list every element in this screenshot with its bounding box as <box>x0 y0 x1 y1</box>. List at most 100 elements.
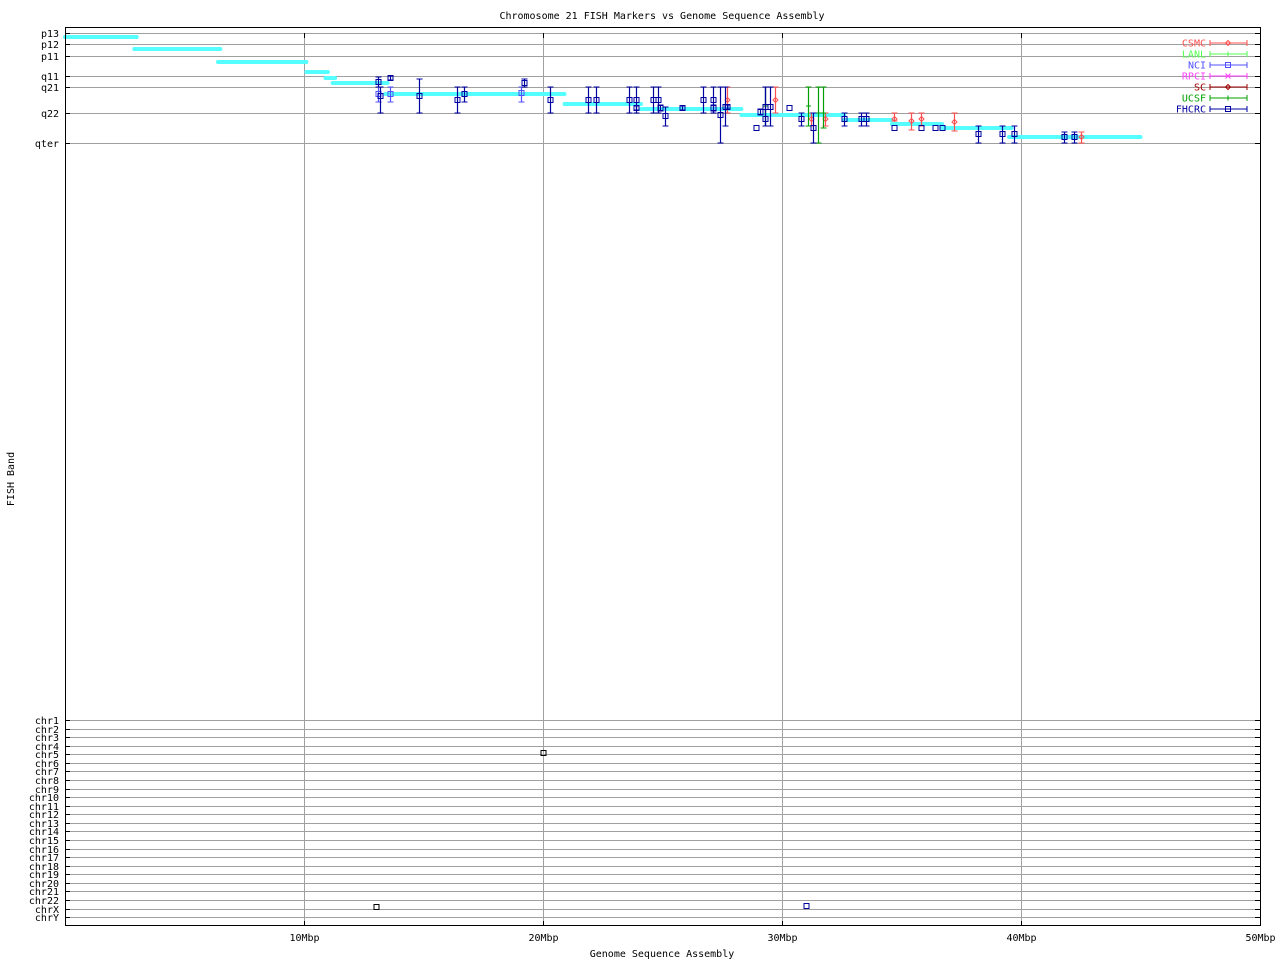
x-tick-label: 20Mbp <box>528 933 558 944</box>
square-marker <box>657 105 664 111</box>
plus-marker <box>1225 51 1231 57</box>
square-marker <box>461 91 468 97</box>
square-marker <box>655 97 662 103</box>
y-tick-label: chr20 <box>29 879 59 890</box>
y-tick-label: chr16 <box>29 845 59 856</box>
square-marker <box>710 105 717 111</box>
series-fhcrc <box>375 75 1078 909</box>
square-marker <box>375 79 382 85</box>
y-tick-label: chr11 <box>29 802 59 813</box>
y-tick-label: chr22 <box>29 896 59 907</box>
square-marker <box>999 131 1006 137</box>
y-tick-label: chr5 <box>35 750 59 761</box>
square-marker <box>1225 62 1231 68</box>
markers <box>373 75 1085 910</box>
square-marker <box>700 97 707 103</box>
diamond-marker <box>772 96 779 104</box>
square-marker <box>939 125 946 131</box>
square-marker <box>863 116 870 122</box>
plus-marker <box>1225 95 1231 101</box>
y-tick-label: chr17 <box>29 853 59 864</box>
plus-marker <box>821 110 826 116</box>
y-tick-label: chr14 <box>29 827 59 838</box>
square-marker <box>757 109 764 115</box>
square-marker <box>767 104 774 110</box>
y-tick-label: chrY <box>35 913 59 924</box>
grid <box>65 33 1261 926</box>
y-tick-label: chr8 <box>35 776 59 787</box>
y-tick-label: chr12 <box>29 810 59 821</box>
y-tick-label: chr21 <box>29 887 59 898</box>
square-marker <box>1225 106 1231 112</box>
diamond-marker <box>908 117 915 125</box>
y-tick-label: p12 <box>41 40 59 51</box>
y-axis-label: FISH Band <box>6 452 17 506</box>
y-tick-label: q22 <box>41 109 59 120</box>
square-marker <box>521 80 528 86</box>
square-marker <box>518 90 525 96</box>
y-tick-label: q21 <box>41 83 59 94</box>
diamond-marker <box>918 115 925 123</box>
square-marker <box>662 113 669 119</box>
y-tick-label: chr10 <box>29 793 59 804</box>
y-tick-label: chrX <box>35 905 59 916</box>
y-tick-label: q11 <box>41 72 59 83</box>
legend-label: RPCI <box>1182 72 1206 83</box>
square-marker <box>454 97 461 103</box>
legend-label: FHCRC <box>1176 105 1206 116</box>
diamond-marker <box>1078 133 1085 141</box>
x-tick-label: 30Mbp <box>767 933 797 944</box>
legend-label: UCSF <box>1182 94 1206 105</box>
square-marker <box>585 97 592 103</box>
y-tick-label: chr19 <box>29 870 59 881</box>
square-marker <box>710 97 717 103</box>
square-marker <box>918 125 925 131</box>
square-marker <box>786 105 793 111</box>
square-marker <box>679 105 686 111</box>
square-marker <box>387 75 394 81</box>
y-tick-label: chr15 <box>29 836 59 847</box>
y-tick-label: chr6 <box>35 759 59 770</box>
square-marker <box>891 125 898 131</box>
square-marker <box>717 112 724 118</box>
square-marker <box>1011 131 1018 137</box>
square-marker <box>810 125 817 131</box>
square-marker <box>798 116 805 122</box>
square-marker <box>932 125 939 131</box>
x-axis-label: Genome Sequence Assembly <box>590 949 735 960</box>
diamond-marker <box>1224 39 1232 47</box>
x-tick-label: 40Mbp <box>1006 933 1036 944</box>
plus-marker <box>806 103 811 109</box>
legend-label: CSMC <box>1182 39 1206 50</box>
square-marker <box>841 116 848 122</box>
y-tick-label: p11 <box>41 52 59 63</box>
square-marker <box>373 904 380 910</box>
square-marker <box>593 97 600 103</box>
square-marker <box>975 131 982 137</box>
square-marker <box>633 105 640 111</box>
y-tick-label: chr13 <box>29 819 59 830</box>
y-tick-label: chr1 <box>35 716 59 727</box>
diamond-marker <box>951 118 958 126</box>
y-tick-label: chr9 <box>35 785 59 796</box>
y-tick-label: qter <box>35 139 59 150</box>
x-tick-label: 10Mbp <box>289 933 319 944</box>
diamond-marker <box>1224 83 1232 91</box>
y-tick-label: chr3 <box>35 733 59 744</box>
plus-marker <box>816 110 821 116</box>
square-marker <box>540 750 547 756</box>
square-marker <box>387 91 394 97</box>
square-marker <box>547 97 554 103</box>
square-marker <box>633 97 640 103</box>
plot-border <box>65 27 1261 926</box>
square-marker <box>803 903 810 909</box>
square-marker <box>1061 134 1068 140</box>
y-tick-label: chr4 <box>35 742 59 753</box>
square-marker <box>724 104 731 110</box>
square-marker <box>416 93 423 99</box>
square-marker <box>1071 134 1078 140</box>
legend-label: SC <box>1194 83 1206 94</box>
chart-title: Chromosome 21 FISH Markers vs Genome Seq… <box>499 11 824 22</box>
